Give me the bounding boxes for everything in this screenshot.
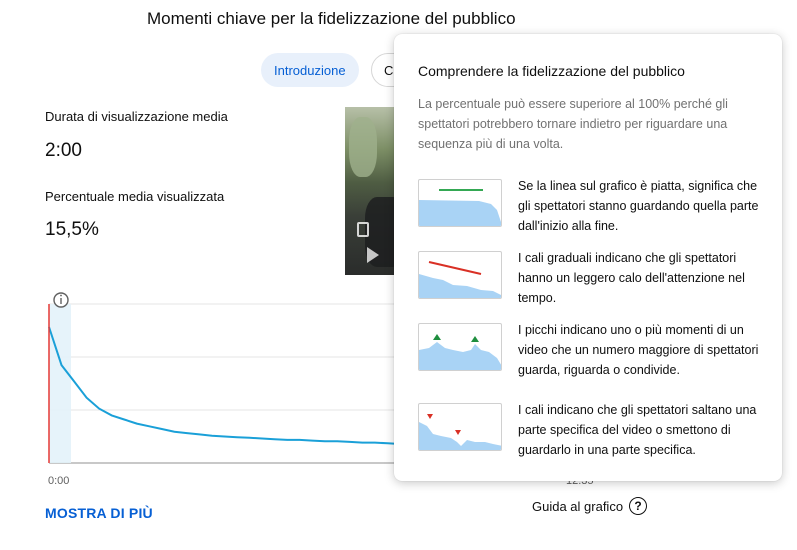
chart-guide-label: Guida al grafico: [532, 498, 624, 514]
avg-percent-value: 15,5%: [45, 219, 99, 240]
gradual-decline-chart-icon: [418, 251, 502, 299]
popup-item-spikes: I picchi indicano uno o più momenti di u…: [418, 320, 763, 380]
show-more-link[interactable]: MOSTRA DI PIÙ: [45, 505, 153, 521]
fullscreen-icon: [357, 222, 369, 237]
info-icon[interactable]: [53, 292, 69, 308]
popup-item-dips-text: I cali indicano che gli spettatori salta…: [518, 403, 757, 457]
popup-item-dips: I cali indicano che gli spettatori salta…: [418, 400, 763, 460]
intro-highlight: [49, 304, 71, 463]
popup-item-spikes-text: I picchi indicano uno o più momenti di u…: [518, 323, 759, 377]
play-icon: [367, 247, 379, 263]
avg-duration-value: 2:00: [45, 140, 82, 161]
spikes-chart-icon: [418, 323, 502, 371]
x-tick-start: 0:00: [48, 475, 70, 487]
chart-guide-button[interactable]: Guida al grafico ?: [532, 497, 648, 515]
avg-duration-label: Durata di visualizzazione media: [45, 109, 228, 124]
flat-line-chart-icon: [418, 179, 502, 227]
help-icon: ?: [629, 497, 648, 515]
retention-help-popup: Comprendere la fidelizzazione del pubbli…: [394, 34, 782, 481]
popup-title: Comprendere la fidelizzazione del pubbli…: [418, 63, 685, 79]
retention-line: [48, 326, 401, 445]
chip-introduzione[interactable]: Introduzione: [261, 53, 359, 87]
popup-item-flat: Se la linea sul grafico è piatta, signif…: [418, 176, 763, 236]
page-title: Momenti chiave per la fidelizzazione del…: [147, 9, 516, 28]
video-thumbnail[interactable]: [345, 107, 400, 275]
dips-chart-icon: [418, 403, 502, 451]
popup-item-gradual-text: I cali graduali indicano che gli spettat…: [518, 251, 745, 305]
popup-item-flat-text: Se la linea sul grafico è piatta, signif…: [518, 179, 759, 233]
popup-item-gradual: I cali graduali indicano che gli spettat…: [418, 248, 763, 308]
retention-chart[interactable]: 0:00: [0, 285, 401, 487]
avg-percent-label: Percentuale media visualizzata: [45, 189, 225, 204]
popup-description: La percentuale può essere superiore al 1…: [418, 97, 728, 151]
chart-grid: [49, 303, 400, 464]
